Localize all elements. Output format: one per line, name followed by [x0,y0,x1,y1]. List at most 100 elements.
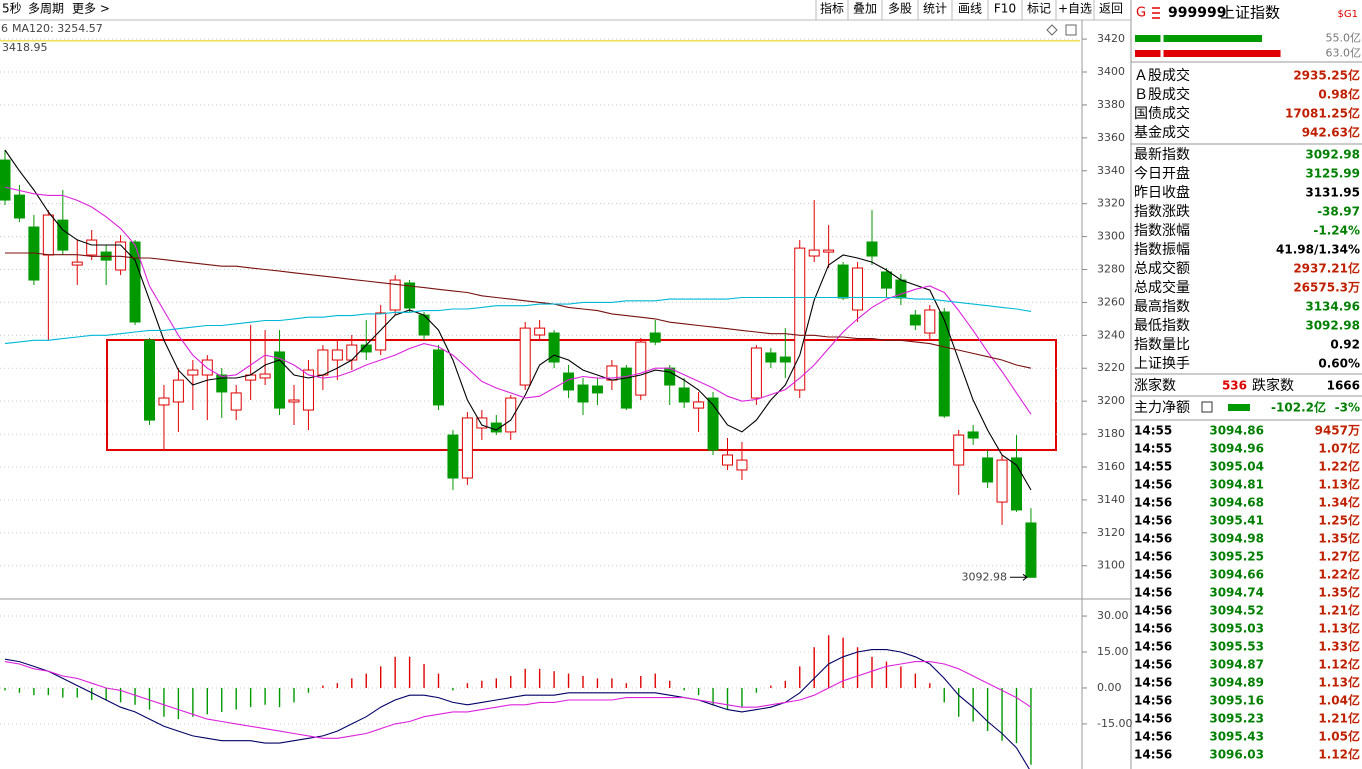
toolbar-button[interactable]: 统计 [923,2,947,16]
stat-label: 今日开盘 [1134,165,1190,182]
candle-body [808,249,820,257]
y-tick-label: 3360 [1097,131,1125,144]
candle-body [967,431,979,439]
tick-price: 3094.89 [1209,676,1264,690]
stat-value: 17081.25亿 [1285,106,1360,121]
toolbar-item[interactable]: 多周期 [28,2,64,16]
market-tag: G [1136,6,1146,21]
y-tick-label: 3100 [1097,559,1125,572]
candle-body [346,344,358,361]
tick-time: 14:55 [1134,442,1172,456]
tick-volume: 1.12亿 [1318,747,1360,762]
flow-value: -102.2亿 [1271,400,1326,415]
box-icon[interactable] [1065,24,1077,36]
tick-price: 3094.86 [1209,424,1264,438]
toolbar-button[interactable]: 叠加 [853,2,877,16]
stat-label: 最新指数 [1134,147,1190,163]
candle-body [375,312,387,351]
candle-body [909,314,921,326]
candle-body [259,373,271,379]
stat-value: 2937.21亿 [1293,261,1360,276]
toolbar-button[interactable]: 画线 [958,2,982,16]
tick-volume: 1.12亿 [1318,657,1360,672]
toolbar-button[interactable]: 标记 [1027,2,1051,16]
candle-body [158,397,170,406]
up-count: 536 [1222,379,1247,393]
y-tick-label: 3420 [1097,32,1125,45]
y-tick-label: 3140 [1097,493,1125,506]
tick-volume: 1.07亿 [1318,441,1360,456]
candle-body [866,241,878,257]
y-tick-label: 3200 [1097,394,1125,407]
candle-body [519,327,531,386]
candle-body [42,214,54,256]
candle-body [664,367,676,386]
y-tick-label: 3180 [1097,427,1125,440]
toolbar-button[interactable]: 指标 [820,1,844,16]
menu-icon[interactable] [1152,7,1160,19]
tick-volume: 9457万 [1315,424,1360,438]
main-chart: 3100 3120 3140 3160 3180 3200 3220 3240 3260 3280… [0,22,1125,583]
tick-volume: 1.13亿 [1318,675,1360,690]
tick-time: 14:55 [1134,424,1172,438]
tick-time: 14:56 [1134,604,1172,618]
tick-time: 14:56 [1134,676,1172,690]
candle-body [880,271,892,289]
tick-price: 3094.74 [1209,586,1264,600]
candle-body [433,349,444,406]
candle-body [722,454,733,466]
tick-time: 14:56 [1134,532,1172,546]
stat-value: 41.98/1.34% [1276,243,1360,257]
stat-label: 总成交额 [1134,260,1190,277]
tick-volume: 1.04亿 [1318,693,1360,708]
tick-time: 14:56 [1134,586,1172,600]
candle-body [707,397,719,451]
tick-time: 14:56 [1134,730,1172,744]
stat-label: 指数量比 [1134,337,1190,353]
candle-body [86,239,98,256]
tick-price: 3095.41 [1209,514,1264,528]
candle-body [331,349,343,361]
tick-time: 14:56 [1134,712,1172,726]
tick-price: 3095.25 [1209,550,1264,564]
toolbar-button[interactable]: F10 [994,2,1016,16]
candle-body [1011,457,1022,511]
y-tick-label: 3340 [1097,164,1125,177]
candle-body [765,352,777,363]
toolbar-button[interactable]: +自选 [1058,2,1092,16]
stat-value: 2935.25亿 [1293,68,1360,83]
candle-body [823,249,835,253]
tick-volume: 1.35亿 [1318,531,1360,546]
toolbar-button[interactable]: 返回 [1099,2,1123,16]
candle-body [317,349,329,376]
stat-value: 3092.98 [1305,319,1360,333]
candle-body [750,347,762,399]
y-tick-label: 3300 [1097,230,1125,243]
toolbar-item[interactable]: 更多 > [72,2,110,16]
tick-time: 14:56 [1134,496,1172,510]
stat-value: 0.60% [1318,357,1360,371]
flow-icon[interactable] [1201,401,1213,413]
candle-body [71,261,83,266]
candle-body [678,387,690,403]
down-label: 跌家数 [1252,377,1294,394]
tick-volume: 1.33亿 [1318,639,1360,654]
stat-value: 942.63亿 [1302,125,1360,140]
y-tick-label: 3380 [1097,98,1125,111]
candle-body [476,417,488,429]
candle-body [779,356,791,363]
tick-volume: 1.13亿 [1318,477,1360,492]
flow-pct: -3% [1335,401,1360,415]
candle-body [736,459,748,471]
toolbar-item[interactable]: 5秒 [2,2,22,16]
y-tick-label: 3260 [1097,295,1125,308]
candle-body [274,351,286,409]
tick-volume: 1.22亿 [1318,567,1360,582]
diamond-icon[interactable] [1046,24,1058,36]
candle-body [288,399,300,403]
toolbar-button[interactable]: 多股 [888,2,912,16]
tick-time: 14:56 [1134,694,1172,708]
ma-line [4,186,1032,415]
stat-label: 昨日收盘 [1134,184,1190,201]
tick-volume: 1.22亿 [1318,459,1360,474]
